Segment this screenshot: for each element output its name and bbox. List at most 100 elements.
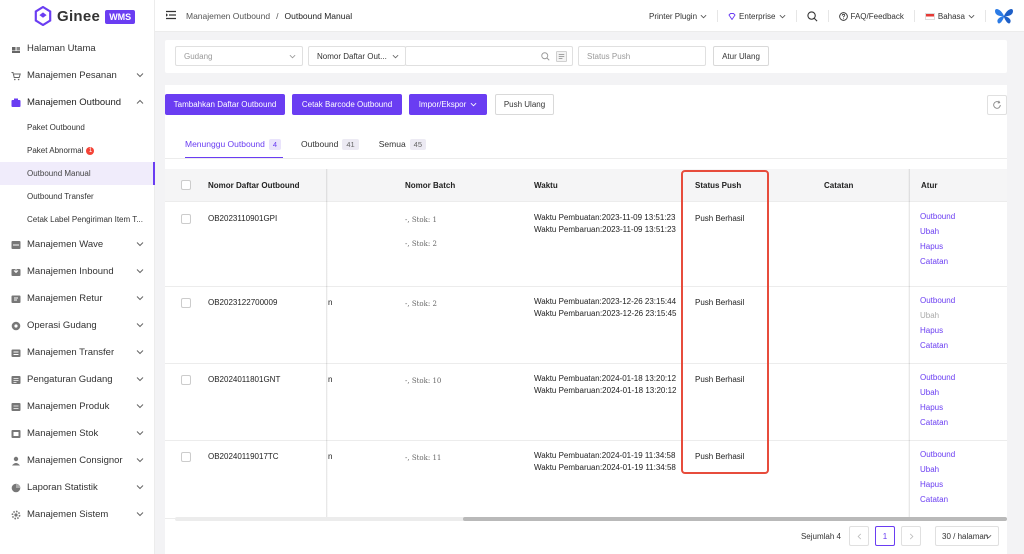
search-input[interactable]: [405, 46, 573, 66]
tab-waiting-outbound[interactable]: Menunggu Outbound 4: [175, 133, 291, 159]
sidebar-subitem[interactable]: Cetak Label Pengiriman Item T...: [0, 208, 155, 231]
outbound-list-no[interactable]: OB2024011801GNT: [208, 375, 281, 384]
row-actions: Outbound Ubah Hapus Catatan: [920, 209, 955, 269]
printer-plugin-menu[interactable]: Printer Plugin: [639, 10, 719, 22]
reset-button[interactable]: Atur Ulang: [713, 46, 769, 66]
add-outbound-list-button[interactable]: Tambahkan Daftar Outbound: [165, 94, 285, 115]
action-outbound-link[interactable]: Outbound: [920, 373, 956, 382]
sidebar-item-label: Manajemen Consignor: [27, 455, 123, 466]
horizontal-scrollbar[interactable]: [175, 517, 1007, 521]
sidebar-item-settings[interactable]: Pengaturan Gudang: [0, 366, 155, 393]
breadcrumb-parent[interactable]: Manajemen Outbound: [186, 11, 271, 21]
row-checkbox[interactable]: [181, 214, 191, 224]
report-icon: [11, 483, 21, 493]
sidebar-item-user[interactable]: Manajemen Consignor: [0, 447, 155, 474]
action-ubah-link: Ubah: [920, 311, 940, 320]
push-status: Push Berhasil: [695, 452, 745, 461]
sidebar-item-return[interactable]: Manajemen Retur: [0, 285, 155, 312]
import-export-button[interactable]: Impor/Ekspor: [409, 94, 487, 115]
action-catatan-link[interactable]: Catatan: [920, 495, 949, 504]
sidebar-item-inbound[interactable]: Manajemen Inbound: [0, 258, 155, 285]
action-catatan-link[interactable]: Catatan: [920, 341, 949, 350]
tab-outbound[interactable]: Outbound 41: [291, 133, 369, 155]
batch-no: -, Stok: 11: [405, 454, 442, 462]
outbound-list-no[interactable]: OB2023122700009: [208, 298, 278, 307]
faq-feedback-link[interactable]: FAQ/Feedback: [829, 10, 915, 22]
search-button[interactable]: [797, 10, 829, 22]
batch-search-icon[interactable]: [556, 51, 567, 62]
row-checkbox[interactable]: [181, 452, 191, 462]
prev-page-button[interactable]: [849, 526, 869, 546]
language-menu[interactable]: Bahasa: [915, 10, 986, 22]
table-row: OB2023110901GPI -, Stok: 1 -, Stok: 2 Waktu…: [165, 203, 1007, 287]
sidebar-item-home[interactable]: Halaman Utama: [0, 35, 155, 62]
top-header: Manajemen Outbound / Outbound Manual Pri…: [155, 0, 1024, 32]
product-icon: [11, 402, 21, 412]
next-page-button[interactable]: [901, 526, 921, 546]
sidebar-subitem[interactable]: Paket Abnormal 1: [0, 139, 155, 162]
chevron-right-icon: [909, 533, 913, 539]
table-header: Nomor Daftar Outbound Nomor Batch Waktu …: [165, 169, 1007, 202]
search-icon[interactable]: [541, 52, 550, 61]
action-hapus-link[interactable]: Hapus: [920, 242, 944, 251]
tab-label: Semua: [378, 139, 406, 149]
action-catatan-link[interactable]: Catatan: [920, 418, 949, 427]
batch-no: -, Stok: 1: [405, 216, 437, 224]
ginee-logo-icon: [34, 6, 52, 26]
list-type-select[interactable]: Nomor Daftar Out...: [308, 46, 406, 66]
row-actions: Outbound Ubah Hapus Catatan: [920, 447, 955, 507]
scrollbar-thumb[interactable]: [463, 517, 1007, 521]
sidebar-item-label: Halaman Utama: [27, 43, 96, 54]
col-batch-no: Nomor Batch: [405, 181, 456, 190]
sidebar-item-stock[interactable]: Manajemen Stok: [0, 420, 155, 447]
sidebar-item-product[interactable]: Manajemen Produk: [0, 393, 155, 420]
refresh-button[interactable]: [987, 95, 1007, 115]
outbound-list-no[interactable]: OB2023110901GPI: [208, 214, 278, 223]
chevron-down-icon: [392, 54, 399, 59]
outbound-list-no[interactable]: OB20240119017TC: [208, 452, 279, 461]
chevron-down-icon: [136, 510, 144, 518]
sidebar-subitem[interactable]: Outbound Transfer: [0, 185, 155, 208]
printer-plugin-label: Printer Plugin: [649, 11, 698, 21]
page-size-select[interactable]: 30 / halaman: [935, 526, 999, 546]
select-all-checkbox[interactable]: [181, 180, 191, 190]
action-hapus-link[interactable]: Hapus: [920, 480, 944, 489]
action-ubah-link[interactable]: Ubah: [920, 388, 940, 397]
logo[interactable]: Ginee WMS: [0, 0, 154, 33]
print-barcode-button[interactable]: Cetak Barcode Outbound: [292, 94, 402, 115]
page-button-current[interactable]: 1: [875, 526, 895, 546]
menu-toggle-icon[interactable]: [166, 10, 176, 20]
push-status: Push Berhasil: [695, 298, 745, 307]
sidebar-item-warehouse[interactable]: Operasi Gudang: [0, 312, 155, 339]
push-status: Push Berhasil: [695, 214, 745, 223]
action-outbound-link[interactable]: Outbound: [920, 450, 956, 459]
sidebar-subitem[interactable]: Paket Outbound: [0, 116, 155, 139]
row-checkbox[interactable]: [181, 298, 191, 308]
action-outbound-link[interactable]: Outbound: [920, 296, 956, 305]
sidebar-item-outbound[interactable]: Manajemen Outbound: [0, 89, 155, 116]
sidebar-item-transfer[interactable]: Manajemen Transfer: [0, 339, 155, 366]
sidebar-item-report[interactable]: Laporan Statistik: [0, 474, 155, 501]
push-status-select[interactable]: Status Push: [578, 46, 706, 66]
action-outbound-link[interactable]: Outbound: [920, 212, 956, 221]
chevron-down-icon: [289, 54, 296, 59]
sidebar-item-gear[interactable]: Manajemen Sistem: [0, 501, 155, 528]
sidebar-subitem[interactable]: Outbound Manual: [0, 162, 155, 185]
action-catatan-link[interactable]: Catatan: [920, 257, 949, 266]
enterprise-menu[interactable]: Enterprise: [718, 10, 797, 22]
action-ubah-link[interactable]: Ubah: [920, 465, 940, 474]
tab-all[interactable]: Semua 45: [369, 133, 436, 155]
action-hapus-link[interactable]: Hapus: [920, 326, 944, 335]
row-checkbox[interactable]: [181, 375, 191, 385]
sidebar-item-wave[interactable]: Manajemen Wave: [0, 231, 155, 258]
action-ubah-link[interactable]: Ubah: [920, 227, 940, 236]
action-hapus-link[interactable]: Hapus: [920, 403, 944, 412]
warehouse-select[interactable]: Gudang: [175, 46, 303, 66]
sidebar-item-label: Manajemen Retur: [27, 293, 103, 304]
sidebar-item-cart[interactable]: Manajemen Pesanan: [0, 62, 155, 89]
list-type-value: Nomor Daftar Out...: [317, 51, 387, 61]
repush-button[interactable]: Push Ulang: [495, 94, 554, 115]
chevron-down-icon: [136, 240, 144, 248]
butterfly-avatar-icon[interactable]: [994, 7, 1014, 25]
col-actions: Atur: [921, 181, 938, 190]
